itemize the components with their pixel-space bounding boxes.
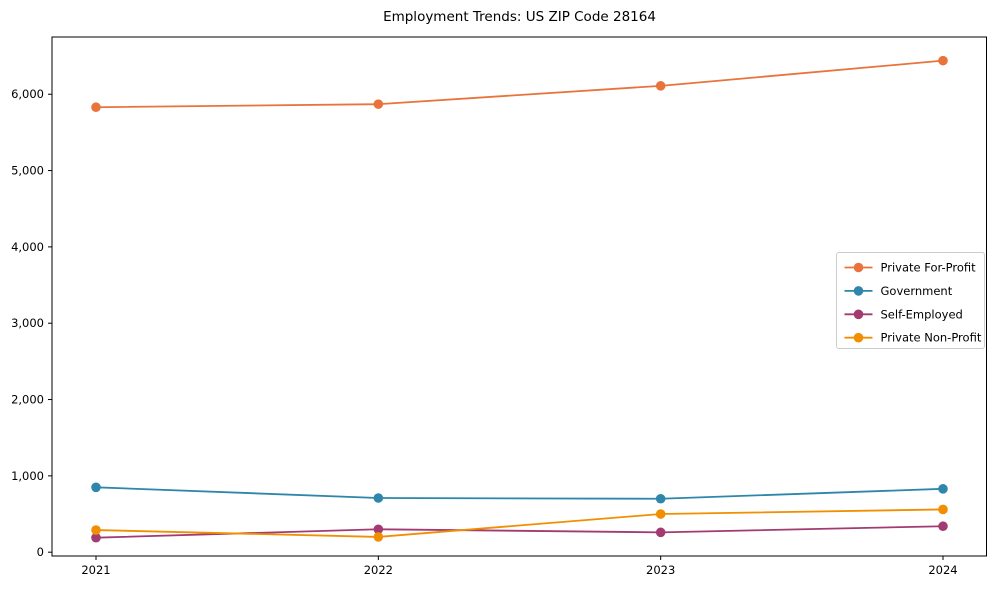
data-point-government-2024: [938, 484, 948, 494]
plot-area-border: [51, 36, 987, 557]
legend-label-government: Government: [881, 284, 953, 298]
y-axis-tick-label: 6,000: [11, 87, 44, 101]
data-point-self-employed-2021: [91, 532, 101, 543]
data-point-government-2022: [373, 493, 384, 503]
chart-title: Employment Trends: US ZIP Code 28164: [383, 9, 656, 25]
y-axis-tick-label: 4,000: [11, 240, 44, 254]
x-axis-tick-label: 2021: [81, 563, 110, 577]
x-axis-tick-label: 2024: [928, 563, 957, 577]
data-point-private-non-profit-2023: [655, 509, 666, 519]
data-point-private-non-profit-2024: [938, 504, 948, 515]
data-point-government-2023: [655, 493, 666, 504]
legend-label-private-for-profit: Private For-Profit: [881, 261, 977, 275]
data-point-government-2021: [91, 482, 101, 493]
y-axis-tick-label: 2,000: [11, 393, 44, 407]
data-point-self-employed-2022: [373, 524, 384, 535]
series-line-government: [95, 486, 944, 500]
legend-marker-government: [853, 286, 864, 296]
legend-box: [836, 252, 985, 349]
legend-marker-private-non-profit: [853, 332, 864, 343]
y-axis-tick-label: 1,000: [11, 469, 44, 483]
data-point-private-non-profit-2021: [91, 525, 101, 535]
y-axis-tick-label: 0: [37, 545, 44, 559]
y-axis-tick-label: 5,000: [11, 164, 44, 178]
data-point-private-for-profit-2021: [91, 102, 101, 113]
series-line-private-for-profit: [95, 59, 944, 109]
series-line-private-non-profit: [95, 508, 944, 538]
x-axis-tick-label: 2023: [646, 563, 675, 577]
x-axis-tick-label: 2022: [364, 563, 393, 577]
data-point-self-employed-2024: [938, 521, 948, 532]
legend-marker-self-employed: [853, 309, 864, 320]
data-point-private-for-profit-2024: [938, 55, 948, 66]
data-point-private-for-profit-2022: [373, 99, 384, 109]
data-point-self-employed-2023: [655, 527, 666, 538]
series-line-self-employed: [95, 525, 944, 539]
data-point-private-non-profit-2022: [373, 532, 384, 542]
y-axis-tick-label: 3,000: [11, 316, 44, 330]
data-point-private-for-profit-2023: [655, 81, 666, 91]
legend-label-self-employed: Self-Employed: [881, 307, 963, 321]
legend-label-private-non-profit: Private Non-Profit: [881, 331, 982, 345]
legend-marker-private-for-profit: [853, 262, 864, 273]
